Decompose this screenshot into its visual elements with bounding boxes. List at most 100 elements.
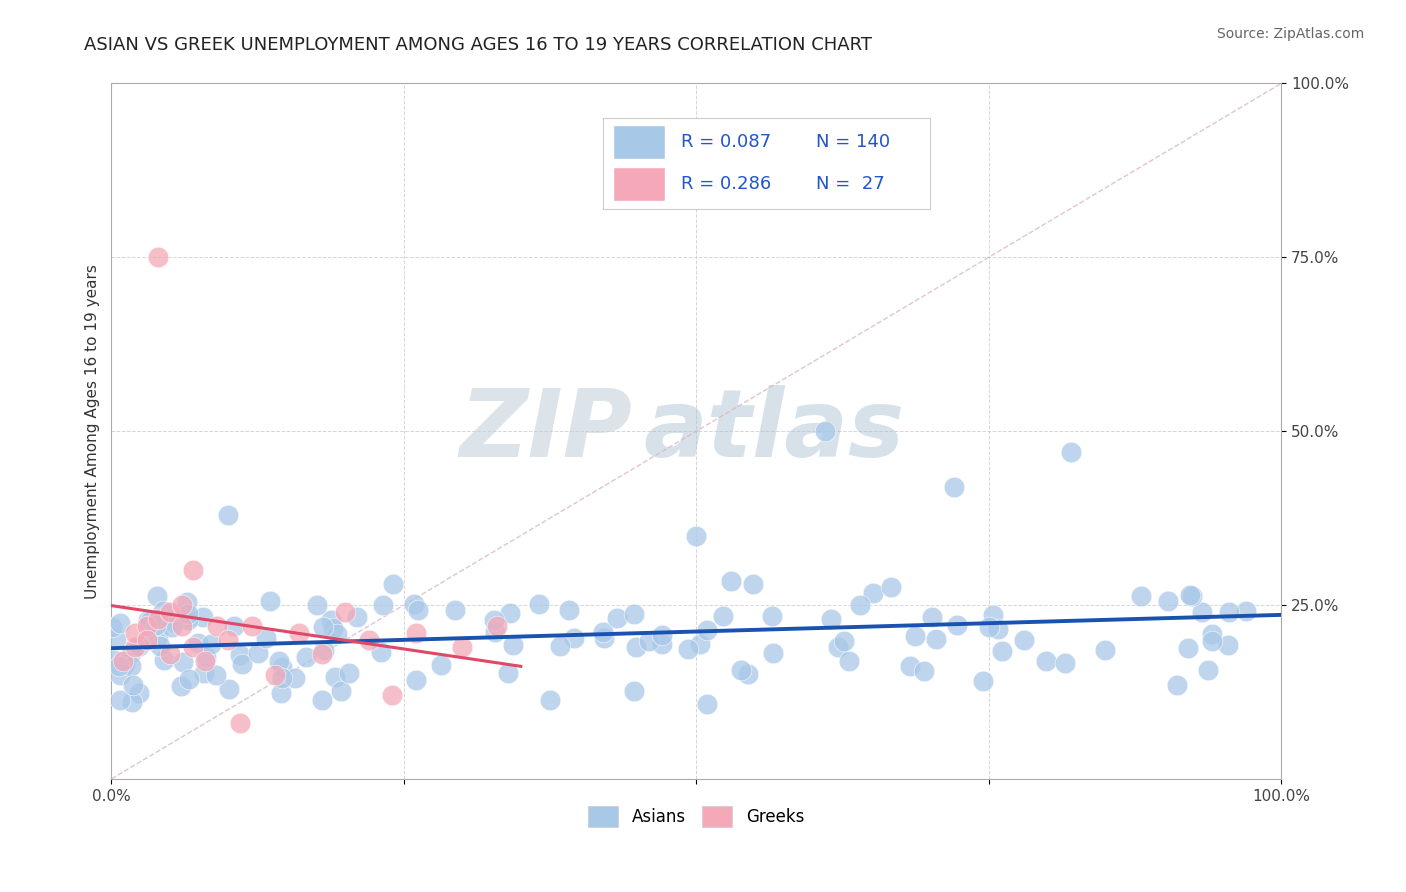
Point [271,671,294,685]
Point [177,607,200,621]
Point [325,670,347,684]
Point [987,623,1010,637]
Point [1157,593,1180,607]
Point [267,654,290,668]
Point [187,636,209,650]
Point [834,634,856,648]
Point [880,580,903,594]
Point [451,640,474,654]
Point [160,620,183,634]
Point [711,608,734,623]
Point [314,643,336,657]
Point [925,632,948,646]
Point [110,615,132,630]
Point [651,628,673,642]
Point [159,605,181,619]
Point [1191,605,1213,619]
Point [337,665,360,680]
Point [977,620,1000,634]
Point [311,647,333,661]
Point [381,689,404,703]
Point [904,629,927,643]
Point [430,657,453,672]
Point [139,614,162,628]
Point [444,602,467,616]
Point [218,682,240,697]
Point [108,668,131,682]
Y-axis label: Unemployment Among Ages 16 to 19 years: Unemployment Among Ages 16 to 19 years [86,264,100,599]
Point [329,683,352,698]
Point [1178,588,1201,602]
Point [322,622,344,636]
Point [1218,606,1240,620]
Point [229,716,252,731]
Point [1201,627,1223,641]
Point [606,611,628,625]
Point [1035,654,1057,668]
Point [484,614,506,628]
Point [240,619,263,633]
Point [271,660,294,674]
Point [163,615,186,630]
Point [200,637,222,651]
Point [382,577,405,591]
Point [1166,678,1188,692]
Point [307,598,329,612]
Point [638,633,661,648]
Point [558,603,581,617]
Point [146,590,169,604]
Point [651,637,673,651]
Point [1014,632,1036,647]
Point [562,632,585,646]
Point [124,640,146,654]
Point [742,577,765,591]
Point [685,528,707,542]
Point [626,640,648,655]
Point [762,646,785,660]
Point [696,697,718,711]
Point [371,598,394,612]
Point [121,695,143,709]
Point [259,594,281,608]
Point [946,617,969,632]
Point [172,655,194,669]
Point [1234,604,1257,618]
Point [827,640,849,655]
Point [181,563,204,577]
Point [264,667,287,681]
Point [991,644,1014,658]
Point [1198,663,1220,677]
Point [246,646,269,660]
Point [405,625,427,640]
Point [326,627,349,641]
Point [122,678,145,692]
Point [623,607,645,621]
Point [942,480,965,494]
Point [527,597,550,611]
Point [983,608,1005,623]
Point [194,654,217,668]
Point [120,659,142,673]
Text: Source: ZipAtlas.com: Source: ZipAtlas.com [1216,27,1364,41]
Point [676,641,699,656]
Point [357,632,380,647]
Point [761,609,783,624]
Point [486,619,509,633]
Point [502,638,524,652]
Point [1181,589,1204,603]
Point [346,610,368,624]
Point [176,595,198,609]
Point [217,632,239,647]
Point [1177,640,1199,655]
Point [148,250,170,264]
Point [294,649,316,664]
Point [1201,634,1223,648]
Point [737,666,759,681]
Point [107,659,129,673]
Point [287,625,309,640]
Point [593,631,616,645]
Point [484,625,506,640]
Point [898,659,921,673]
Legend: Asians, Greeks: Asians, Greeks [582,799,811,833]
Point [838,654,860,668]
